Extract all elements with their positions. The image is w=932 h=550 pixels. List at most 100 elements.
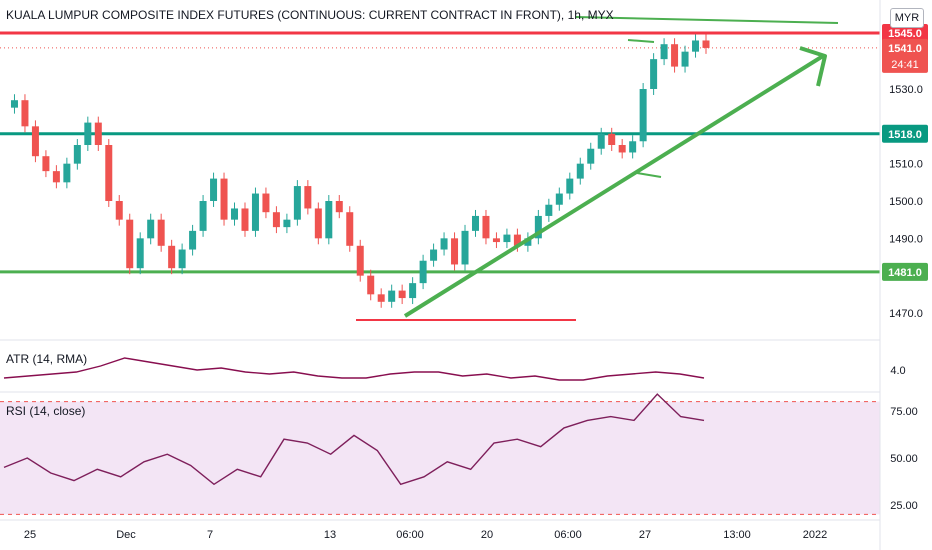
candle-body xyxy=(492,238,500,243)
candle-body xyxy=(409,283,417,299)
candle-body xyxy=(346,212,354,246)
candle-body xyxy=(430,249,438,261)
candle-body xyxy=(251,193,259,231)
candle-body xyxy=(419,260,427,284)
price-tick-label: 1490.0 xyxy=(889,233,923,245)
price-label-top: 1545.0 xyxy=(888,28,922,40)
candle-body xyxy=(650,59,658,89)
chart-title: KUALA LUMPUR COMPOSITE INDEX FUTURES (CO… xyxy=(6,8,614,22)
price-label-current: 1541.0 xyxy=(888,43,922,55)
candle-body xyxy=(157,219,165,246)
atr-label[interactable]: ATR (14, RMA) xyxy=(6,352,88,366)
currency-button[interactable]: MYR xyxy=(890,8,924,28)
candle-body xyxy=(660,44,668,60)
candle-body xyxy=(681,51,689,67)
atr-pane xyxy=(3,357,705,381)
candle-body xyxy=(587,148,595,164)
time-tick-label: Dec xyxy=(116,529,136,541)
candle-body xyxy=(73,145,81,164)
candle-body xyxy=(576,163,584,179)
candle-body xyxy=(545,204,553,216)
price-label-mid-bg xyxy=(882,124,928,143)
candle-body xyxy=(241,208,249,231)
candle-body xyxy=(272,212,280,228)
price-label-current-bg xyxy=(882,38,928,73)
candle-body xyxy=(189,230,197,250)
time-tick-label: 27 xyxy=(639,529,651,541)
resistance-mark xyxy=(627,39,655,43)
candle-body xyxy=(398,290,406,299)
candle-body xyxy=(231,208,239,220)
candle-body xyxy=(84,122,92,145)
time-tick-label: 25 xyxy=(24,529,36,541)
rsi-label[interactable]: RSI (14, close) xyxy=(6,404,86,418)
price-tick-label: 1500.0 xyxy=(889,196,923,208)
candle-body xyxy=(63,163,71,183)
candle-body xyxy=(283,219,291,228)
candle-body xyxy=(555,193,563,205)
candle-body xyxy=(335,201,343,213)
candle-body xyxy=(367,275,375,295)
countdown-label: 24:41 xyxy=(891,59,919,71)
time-tick-label: 06:00 xyxy=(554,529,582,541)
price-tick-label: 1530.0 xyxy=(889,84,923,96)
candle-body xyxy=(293,186,301,220)
candle-body xyxy=(105,145,113,201)
time-tick-label: 06:00 xyxy=(396,529,424,541)
candle-body xyxy=(136,238,144,269)
trend-drawings xyxy=(356,16,839,321)
price-axis: 1470.01480.01490.01500.01510.01530.01545… xyxy=(879,0,932,550)
candle-body xyxy=(31,126,39,157)
time-tick-label: 7 xyxy=(207,529,213,541)
candle-body xyxy=(629,141,637,153)
trend-arrow-head xyxy=(799,46,827,87)
rsi-axis-label: 50.00 xyxy=(890,453,918,465)
candle-body xyxy=(356,245,364,276)
candle-body xyxy=(126,219,134,269)
breakout-mark xyxy=(636,172,662,178)
candle-body xyxy=(503,234,511,243)
rsi-line xyxy=(3,393,705,486)
candle-body xyxy=(210,178,218,201)
candle-body xyxy=(178,249,186,269)
time-tick-label: 2022 xyxy=(803,529,827,541)
rsi-axis-label: 25.00 xyxy=(890,500,918,512)
rsi-pane xyxy=(0,393,880,515)
candle-body xyxy=(325,201,333,239)
candle-body xyxy=(597,133,605,149)
top-trend-line xyxy=(575,16,839,24)
price-label-low-bg xyxy=(882,262,928,281)
candle-body xyxy=(199,201,207,231)
candle-body xyxy=(115,201,123,220)
candle-body xyxy=(451,238,459,265)
candle-body xyxy=(608,133,616,145)
candle-body xyxy=(388,290,396,302)
rsi-axis-label: 75.00 xyxy=(890,406,918,418)
price-label-low: 1481.0 xyxy=(888,267,922,279)
horizontal-levels xyxy=(0,31,880,274)
time-tick-label: 13 xyxy=(324,529,336,541)
candle-body xyxy=(671,44,679,67)
candle-body xyxy=(42,156,50,172)
candle-body xyxy=(377,294,385,302)
grid-lines xyxy=(0,339,880,521)
candle-body xyxy=(461,230,469,265)
candle-body xyxy=(168,245,176,269)
candle-body xyxy=(440,238,448,250)
atr-axis-label: 4.0 xyxy=(890,365,905,377)
candle-body xyxy=(482,215,490,239)
candle-body xyxy=(304,186,312,209)
candle-body xyxy=(314,208,322,239)
trend-arrow-line xyxy=(403,54,825,318)
rsi-band xyxy=(0,401,880,515)
candle-body xyxy=(262,193,270,213)
price-tick-label: 1510.0 xyxy=(889,159,923,171)
candle-body xyxy=(10,100,18,108)
time-tick-label: 20 xyxy=(481,529,493,541)
candle-body xyxy=(639,89,647,142)
candle-body xyxy=(94,122,102,145)
price-label-mid: 1518.0 xyxy=(888,129,922,141)
candle-body xyxy=(618,145,626,153)
candle-body xyxy=(21,100,29,127)
